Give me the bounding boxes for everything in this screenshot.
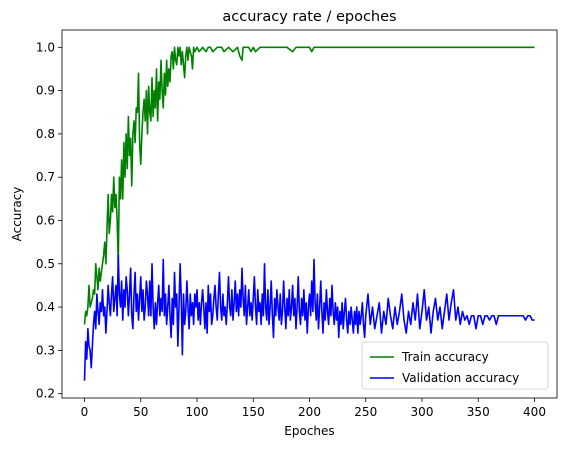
legend: Train accuracy Validation accuracy	[361, 341, 549, 390]
x-tick-label: 400	[523, 405, 546, 419]
x-tick-label: 200	[298, 405, 321, 419]
series-line-validation-accuracy	[83, 254, 535, 381]
plot-layer	[83, 46, 535, 381]
x-tick-label: 50	[133, 405, 148, 419]
x-tick-label: 350	[467, 405, 490, 419]
x-tick-label: 250	[354, 405, 377, 419]
y-tick-label: 0.4	[36, 300, 55, 314]
y-axis-label: Accuracy	[10, 187, 24, 242]
y-tick-label: 0.9	[36, 84, 55, 98]
y-tick-label: 0.7	[36, 170, 55, 184]
y-tick-label: 0.8	[36, 127, 55, 141]
x-tick-label: 300	[411, 405, 434, 419]
y-tick-label: 0.5	[36, 257, 55, 271]
x-axis-label: Epoches	[284, 424, 334, 438]
legend-label: Validation accuracy	[402, 371, 519, 385]
x-axis-ticks: 0 50 100 150 200 250 300 350 400	[81, 398, 546, 419]
y-tick-label: 1.0	[36, 40, 55, 54]
y-tick-label: 0.6	[36, 213, 55, 227]
legend-label: Train accuracy	[401, 350, 489, 364]
y-tick-label: 0.2	[36, 387, 55, 401]
chart-title: accuracy rate / epoches	[222, 9, 396, 25]
series-line-train-accuracy	[83, 46, 535, 325]
y-axis-ticks: 0.2 0.3 0.4 0.5 0.6 0.7 0.8 0.9 1.0	[36, 40, 62, 401]
legend-box	[361, 341, 549, 390]
x-tick-label: 100	[186, 405, 209, 419]
x-tick-label: 150	[242, 405, 265, 419]
y-tick-label: 0.3	[36, 343, 55, 357]
x-tick-label: 0	[81, 405, 89, 419]
